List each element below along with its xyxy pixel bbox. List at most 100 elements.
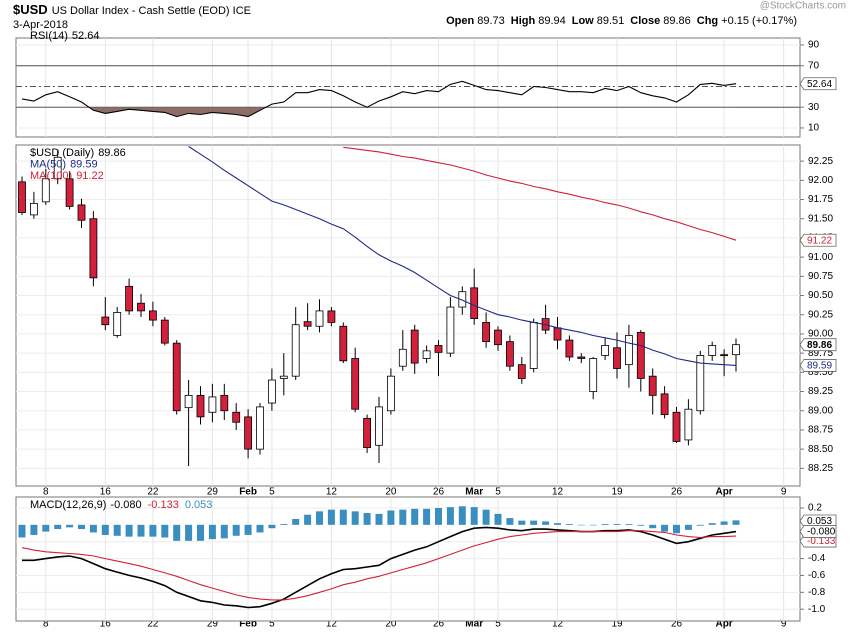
y-tick-label: 89.75 xyxy=(808,348,833,359)
candle-body xyxy=(660,393,669,415)
histogram-bar xyxy=(482,509,490,525)
histogram-bar xyxy=(673,524,680,534)
candle-body xyxy=(708,345,717,356)
candle-body xyxy=(148,310,157,321)
histogram-bar xyxy=(18,524,26,538)
x-tick-label: 26 xyxy=(433,487,445,498)
legend: $USD (Daily) 89.86 xyxy=(30,147,126,159)
legend-value: -0.133 xyxy=(148,499,179,511)
candle-body xyxy=(434,345,443,353)
instrument-name: US Dollar Index - Cash Settle (EOD) ICE xyxy=(52,5,251,17)
candle-body xyxy=(327,310,336,323)
candle-body xyxy=(41,178,50,203)
x-tick-label: 22 xyxy=(147,487,159,498)
histogram-bar xyxy=(220,524,228,539)
candle-body xyxy=(196,394,205,418)
candle-body xyxy=(256,406,264,450)
histogram-bar xyxy=(399,509,407,525)
value-tag-label: 0.053 xyxy=(807,516,832,527)
quote-label: High xyxy=(511,15,536,27)
candle-body xyxy=(113,312,122,336)
histogram-bar xyxy=(256,524,264,533)
histogram-bar xyxy=(268,524,276,529)
histogram-bar xyxy=(458,506,466,525)
histogram-bar xyxy=(565,523,573,525)
histogram-bar xyxy=(185,524,193,541)
candle-body xyxy=(577,356,586,359)
value-tag-label: 91.22 xyxy=(807,235,832,246)
histogram-bar xyxy=(292,518,300,525)
legend-name: MA(100) xyxy=(30,170,72,182)
candle-body xyxy=(529,322,538,369)
candle-body xyxy=(375,406,383,446)
histogram-bar xyxy=(542,521,550,525)
legend-name: RSI(14) xyxy=(30,30,68,42)
y-tick-label: 90.25 xyxy=(808,309,833,320)
histogram-bar xyxy=(375,513,383,525)
histogram-bar xyxy=(708,523,716,525)
histogram-bar xyxy=(113,524,121,536)
candle-body xyxy=(613,347,621,369)
histogram-bar xyxy=(304,514,312,525)
candle-body xyxy=(101,316,110,326)
candle-body xyxy=(125,285,133,312)
x-tick-label: 9 xyxy=(781,487,787,498)
candle-body xyxy=(386,375,395,412)
candle-body xyxy=(482,322,491,343)
x-tick-label: Mar xyxy=(465,487,483,498)
candle-body xyxy=(339,325,348,362)
histogram-bar xyxy=(316,511,323,525)
histogram-bar xyxy=(470,507,478,525)
y-tick-label: -1.0 xyxy=(808,604,826,615)
histogram-bar xyxy=(554,523,561,525)
histogram-bar xyxy=(54,524,62,530)
y-tick-label: 90 xyxy=(808,40,820,51)
y-tick-label: 90.00 xyxy=(808,329,833,340)
histogram-bar xyxy=(530,520,538,525)
candle-body xyxy=(172,342,181,412)
histogram-bar xyxy=(637,524,645,526)
histogram-bar xyxy=(327,509,335,525)
histogram-bar xyxy=(280,523,288,525)
candle-body xyxy=(398,348,407,367)
y-tick-label: 89.25 xyxy=(808,386,833,397)
candle-body xyxy=(160,319,169,344)
candle-body xyxy=(410,329,419,364)
value-tag-label: 89.59 xyxy=(807,361,832,372)
x-tick-label: 22 xyxy=(147,619,159,630)
x-tick-label: 12 xyxy=(326,487,338,498)
histogram-bar xyxy=(423,508,431,525)
quote: Open 89.73 High 89.94 Low 89.51 Close 89.86 Chg +… xyxy=(446,15,797,27)
histogram-bar xyxy=(518,520,526,525)
candle-body xyxy=(601,345,609,356)
histogram-bar xyxy=(684,524,692,530)
date: 3-Apr-2018 xyxy=(13,19,68,31)
x-tick-label: 29 xyxy=(207,487,219,498)
legend: MA(50) 89.59 xyxy=(30,158,98,170)
histogram-bar xyxy=(339,509,347,525)
x-tick-label: 26 xyxy=(671,619,683,630)
candle-body xyxy=(422,350,431,359)
value-tag-label: -0.080 xyxy=(807,527,836,538)
candle-body xyxy=(648,375,657,396)
y-tick-label: -0.6 xyxy=(808,570,826,581)
quote-value: 89.86 xyxy=(663,15,691,27)
histogram-bar xyxy=(720,521,728,525)
y-tick-label: 90.75 xyxy=(808,271,833,282)
histogram-bar xyxy=(446,507,454,525)
x-tick-label: 29 xyxy=(207,619,219,630)
moving-average xyxy=(188,146,737,366)
value-tag xyxy=(799,77,837,91)
candle-body xyxy=(89,218,98,279)
candle-body xyxy=(636,331,645,379)
x-tick-label: 12 xyxy=(552,619,564,630)
candle-body xyxy=(517,364,526,379)
histogram-bar xyxy=(411,508,419,525)
quote-value: 89.51 xyxy=(597,15,625,27)
histogram-bar xyxy=(161,524,169,538)
candle-body xyxy=(553,327,562,341)
candle-body xyxy=(625,335,633,366)
histogram-bar xyxy=(577,524,585,526)
